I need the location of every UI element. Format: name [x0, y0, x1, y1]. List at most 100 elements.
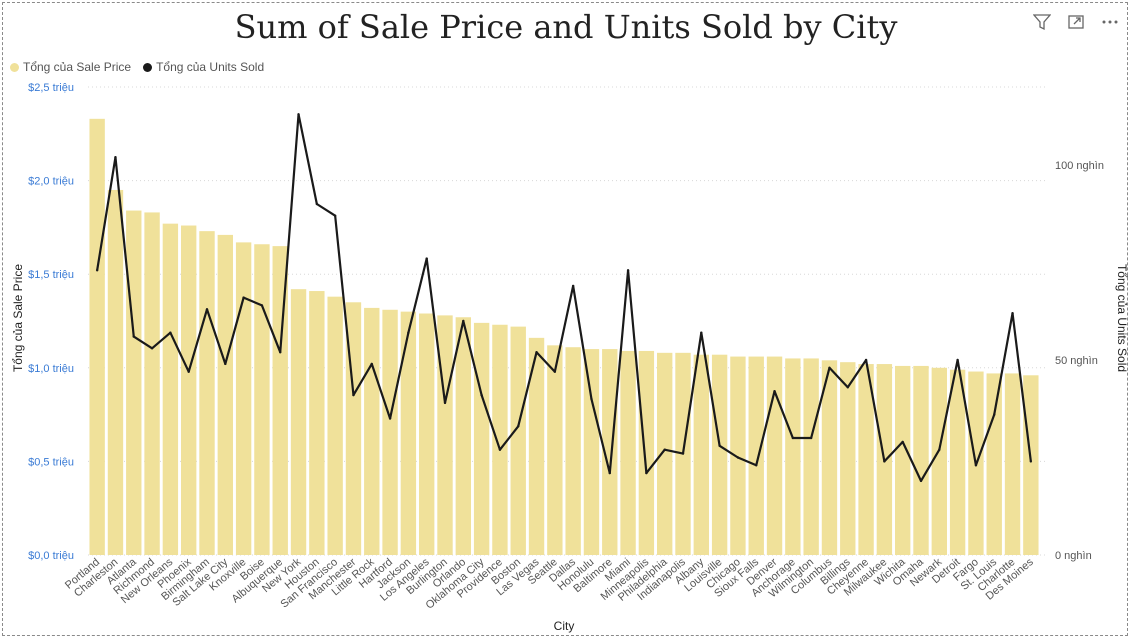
line-point[interactable]	[901, 440, 904, 444]
bar[interactable]	[1004, 373, 1021, 555]
line-point[interactable]	[608, 471, 611, 475]
line-point[interactable]	[864, 358, 868, 362]
line-point[interactable]	[571, 284, 575, 288]
line-point[interactable]	[773, 390, 776, 393]
bar[interactable]	[931, 367, 947, 555]
bar[interactable]	[254, 244, 270, 556]
line-point[interactable]	[736, 456, 740, 459]
bar[interactable]	[602, 349, 618, 555]
line-point[interactable]	[883, 460, 886, 463]
units-sold-line[interactable]	[96, 113, 1032, 482]
bar[interactable]	[895, 365, 911, 555]
line-point[interactable]	[114, 156, 117, 159]
line-point[interactable]	[1029, 460, 1033, 463]
filter-icon[interactable]	[1032, 12, 1052, 32]
line-point[interactable]	[663, 448, 666, 451]
line-point[interactable]	[993, 413, 996, 416]
bar[interactable]	[89, 118, 105, 555]
bar[interactable]	[290, 289, 307, 555]
bar[interactable]	[217, 234, 233, 555]
line-point[interactable]	[260, 304, 264, 307]
line-point[interactable]	[150, 347, 154, 350]
bar[interactable]	[382, 309, 398, 555]
line-point[interactable]	[498, 448, 502, 451]
bar[interactable]	[565, 347, 581, 555]
line-point[interactable]	[242, 296, 245, 299]
line-point[interactable]	[132, 335, 135, 338]
line-point[interactable]	[370, 362, 373, 366]
line-point[interactable]	[791, 436, 795, 440]
line-point[interactable]	[846, 386, 849, 389]
line-point[interactable]	[700, 331, 703, 334]
legend-item-units-sold[interactable]: Tổng của Units Sold	[143, 60, 264, 74]
line-point[interactable]	[279, 351, 282, 354]
bar[interactable]	[803, 358, 819, 555]
line-point[interactable]	[718, 444, 721, 447]
line-point[interactable]	[553, 370, 557, 373]
line-point[interactable]	[828, 366, 831, 369]
line-point[interactable]	[809, 436, 813, 440]
line-point[interactable]	[187, 370, 190, 373]
legend-item-sale-price[interactable]: Tổng của Sale Price	[10, 60, 131, 74]
bar[interactable]	[162, 223, 179, 555]
line-point[interactable]	[425, 257, 428, 260]
focus-mode-icon[interactable]	[1066, 12, 1086, 32]
line-point[interactable]	[224, 362, 227, 366]
line-point[interactable]	[1011, 312, 1014, 315]
bar[interactable]	[730, 356, 746, 555]
bar[interactable]	[181, 225, 197, 555]
bar[interactable]	[638, 350, 655, 555]
line-point[interactable]	[443, 401, 447, 405]
bar[interactable]	[419, 313, 435, 555]
bar[interactable]	[199, 231, 215, 556]
bar[interactable]	[364, 307, 380, 555]
bar[interactable]	[657, 352, 673, 555]
bar[interactable]	[858, 364, 874, 555]
line-point[interactable]	[297, 113, 300, 116]
bar[interactable]	[986, 373, 1002, 555]
line-point[interactable]	[535, 351, 538, 354]
line-point[interactable]	[95, 269, 99, 272]
bar[interactable]	[821, 360, 838, 555]
line-point[interactable]	[938, 448, 941, 451]
bar[interactable]	[309, 291, 325, 555]
bar[interactable]	[144, 212, 160, 555]
bar[interactable]	[583, 349, 600, 555]
bar[interactable]	[400, 311, 417, 555]
line-point[interactable]	[626, 269, 630, 272]
bar[interactable]	[785, 358, 801, 555]
line-point[interactable]	[974, 464, 978, 467]
bar[interactable]	[693, 354, 709, 555]
line-point[interactable]	[956, 358, 959, 362]
line-point[interactable]	[645, 471, 648, 475]
line-point[interactable]	[590, 397, 593, 401]
bar[interactable]	[437, 315, 453, 555]
line-point[interactable]	[333, 214, 337, 217]
bar[interactable]	[528, 337, 545, 555]
bar[interactable]	[455, 317, 471, 555]
bar[interactable]	[547, 345, 563, 555]
bar[interactable]	[492, 324, 508, 555]
line-point[interactable]	[205, 308, 209, 311]
line-point[interactable]	[388, 417, 392, 420]
bar[interactable]	[840, 362, 856, 555]
line-point[interactable]	[352, 393, 355, 397]
line-point[interactable]	[462, 319, 465, 323]
bar[interactable]	[272, 246, 288, 555]
bar[interactable]	[126, 210, 142, 555]
line-point[interactable]	[517, 425, 520, 428]
line-point[interactable]	[407, 331, 410, 334]
bar[interactable]	[711, 354, 728, 555]
bar[interactable]	[510, 326, 526, 555]
bar[interactable]	[1023, 375, 1039, 555]
line-point[interactable]	[169, 331, 172, 334]
bar[interactable]	[107, 189, 124, 555]
bar[interactable]	[913, 365, 929, 555]
bar[interactable]	[235, 242, 252, 555]
line-point[interactable]	[315, 202, 319, 206]
bar[interactable]	[748, 356, 764, 555]
bar[interactable]	[620, 350, 636, 555]
line-point[interactable]	[681, 452, 685, 455]
line-point[interactable]	[919, 479, 923, 483]
line-point[interactable]	[480, 393, 483, 397]
